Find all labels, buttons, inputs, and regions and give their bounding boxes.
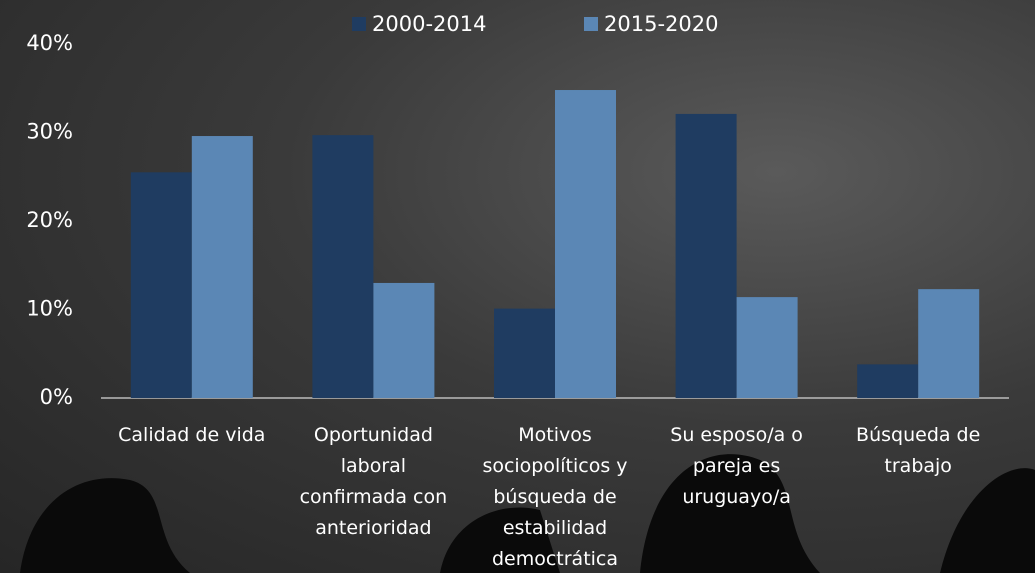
y-tick-label: 30% — [26, 120, 73, 144]
y-tick-label: 40% — [26, 31, 73, 55]
bar — [857, 364, 918, 398]
bar — [373, 283, 434, 398]
bar — [131, 172, 192, 398]
chart-page: 0% 10% 20% 30% 40% 2000-2014 2015-2020 Calidad… — [0, 0, 1035, 573]
legend-label: 2000-2014 — [372, 12, 486, 36]
bar — [918, 289, 979, 398]
y-tick-label: 20% — [26, 208, 73, 232]
x-tick-label: Su esposo/a o pareja es uruguayo/a — [649, 420, 825, 513]
x-tick-label: Búsqueda de trabajo — [830, 420, 1006, 482]
x-tick-label: Calidad de vida — [104, 420, 280, 451]
bar — [192, 136, 253, 398]
x-tick-label: Oportunidad laboral confirmada con anter… — [285, 420, 461, 544]
legend-label: 2015-2020 — [604, 12, 718, 36]
y-tick-label: 0% — [40, 385, 73, 409]
y-tick-label: 10% — [26, 297, 73, 321]
bar — [555, 90, 616, 398]
legend-swatch — [352, 17, 366, 31]
bar — [737, 297, 798, 398]
bar — [676, 114, 737, 398]
x-tick-label: Motivos sociopolíticos y búsqueda de est… — [467, 420, 643, 573]
legend-swatch — [584, 17, 598, 31]
bar — [494, 309, 555, 398]
bar — [312, 135, 373, 398]
